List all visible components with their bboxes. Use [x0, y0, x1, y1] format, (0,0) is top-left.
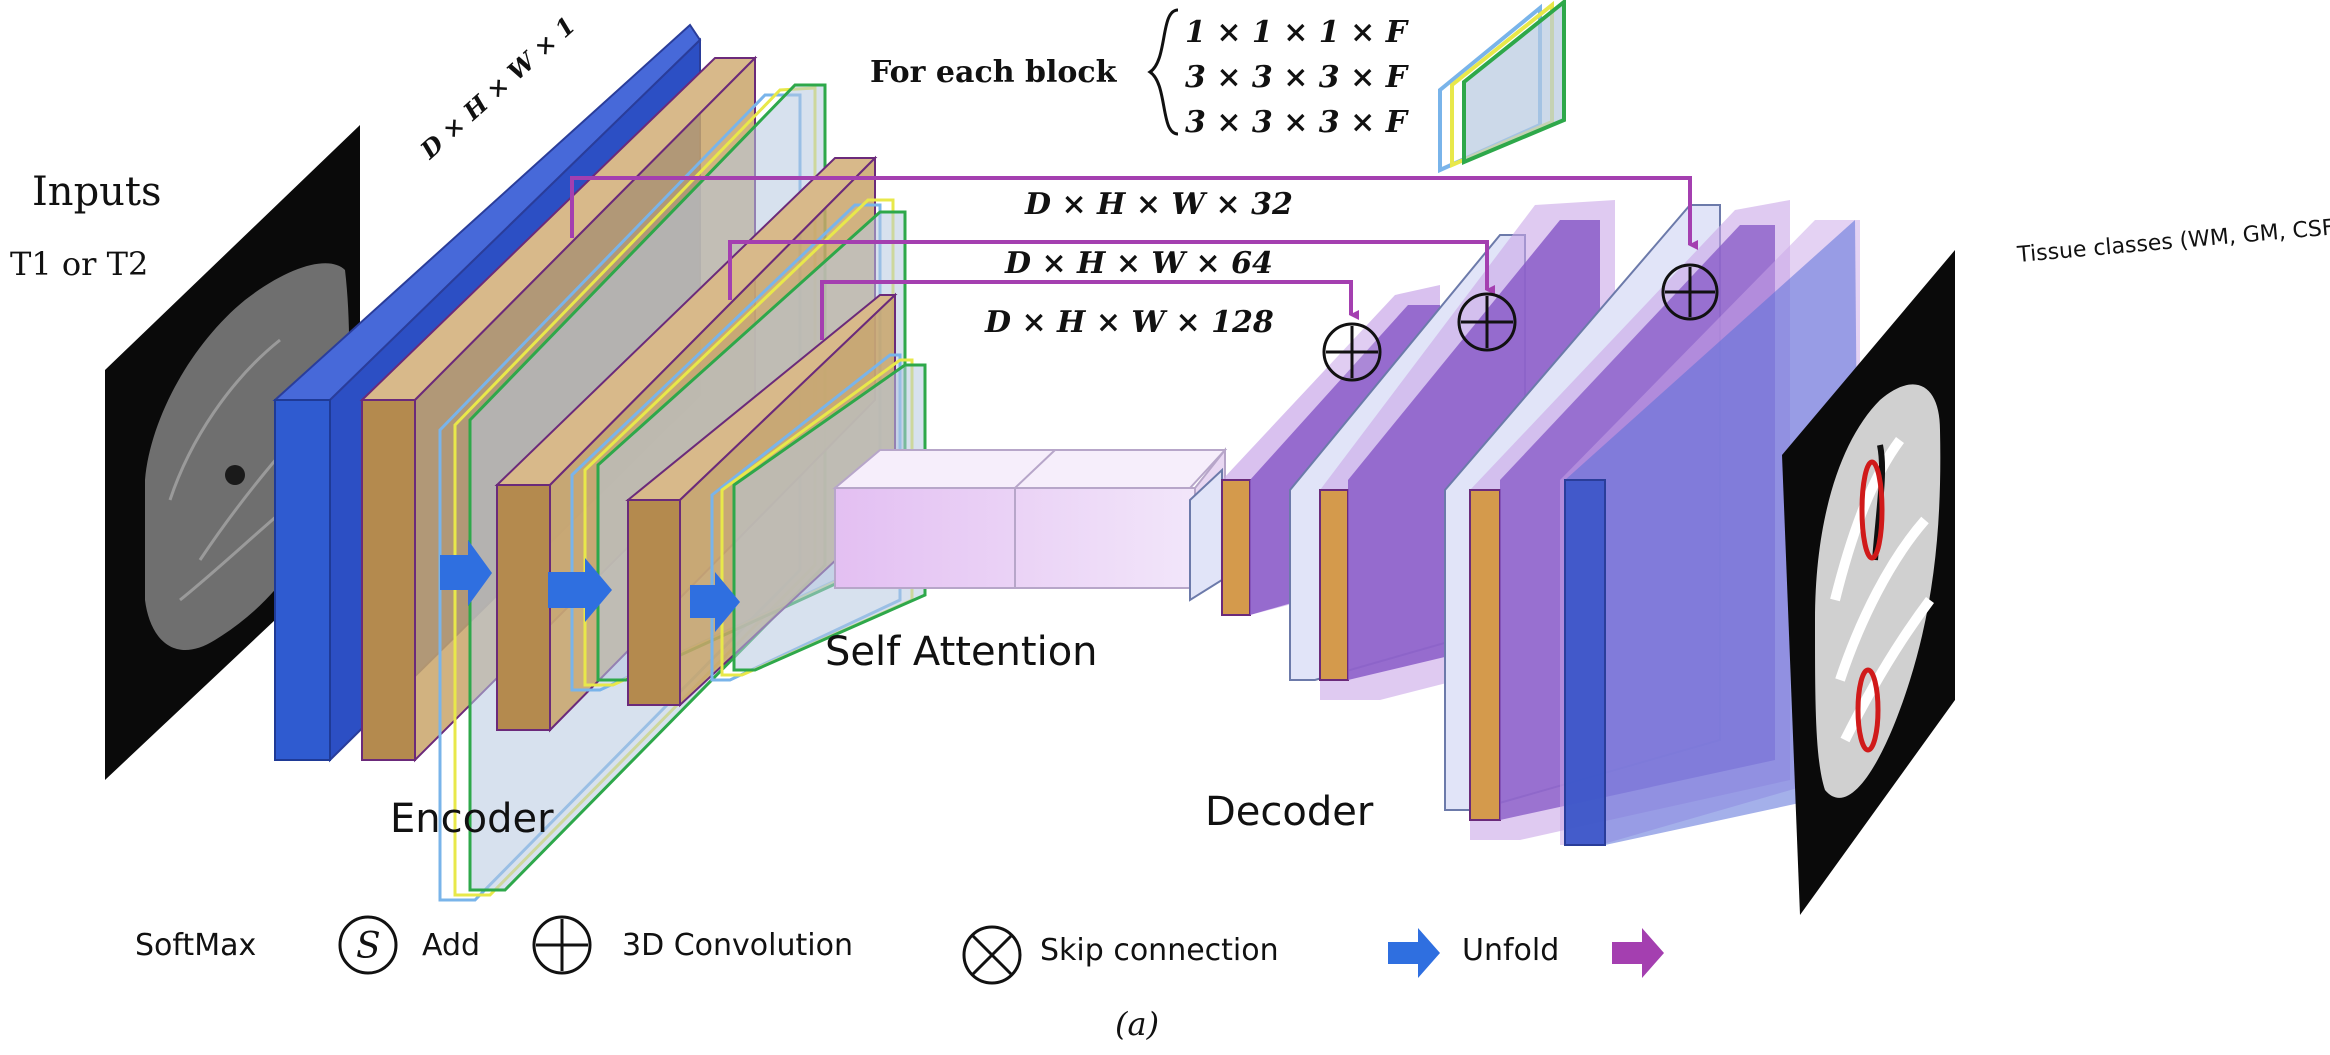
legend-3d-conv-label: 3D Convolution	[622, 928, 853, 963]
decoder-label: Decoder	[1205, 789, 1374, 835]
svg-text:S: S	[356, 926, 381, 967]
circle-times-icon	[962, 925, 1022, 985]
encoder-label: Encoder	[390, 796, 554, 842]
block-kernel-2: 3 × 3 × 3 × F	[1185, 60, 1410, 95]
skip-dim-128: D × H × W × 128	[984, 305, 1274, 340]
blue-arrow-icon	[690, 572, 740, 632]
legend-add-label: Add	[422, 928, 480, 963]
block-sheets-icon	[1438, 0, 1566, 174]
input-types-label: T1 or T2	[10, 245, 148, 283]
purple-arrow-icon	[1612, 928, 1664, 978]
output-segmentation-slice	[1782, 250, 1955, 915]
block-kernel-3: 3 × 3 × 3 × F	[1185, 105, 1410, 140]
blue-arrow-icon	[1388, 928, 1440, 978]
add-circle-plus-icon	[1661, 263, 1719, 321]
tissue-classes-label: Tissue classes (WM, GM, CSF)	[2015, 215, 2330, 268]
add-circle-plus-icon	[1322, 322, 1382, 382]
blue-arrow-icon	[548, 558, 612, 622]
add-circle-plus-icon	[1457, 292, 1517, 352]
decoder-stage-3	[1444, 200, 1860, 846]
blue-arrow-icon	[440, 540, 492, 606]
encoder-sheets-3	[710, 353, 927, 682]
input-dim-label: D × H × W × 1	[414, 11, 581, 165]
figure-caption: (a)	[1115, 1005, 1159, 1043]
softmax-s-circle-icon: S	[338, 915, 398, 975]
inputs-label: Inputs	[32, 169, 162, 215]
legend-softmax-label: SoftMax	[135, 928, 256, 963]
self-attention-label: Self Attention	[825, 629, 1098, 675]
skip-connection-32	[570, 176, 1698, 250]
legend: SoftMax S Add 3D Convolution Skip connec…	[135, 915, 1664, 985]
brace	[1147, 8, 1179, 136]
skip-dim-32: D × H × W × 32	[1024, 187, 1293, 222]
add-circle-plus-icon	[532, 915, 592, 975]
self-attention-block	[832, 447, 1228, 591]
legend-skip-label: Skip connection	[1040, 933, 1279, 968]
legend-unfold-label: Unfold	[1462, 933, 1559, 968]
skip-dim-64: D × H × W × 64	[1004, 246, 1273, 281]
block-kernel-1: 1 × 1 × 1 × F	[1185, 15, 1410, 50]
skip-connection-128	[820, 280, 1359, 340]
for-each-block-label: For each block	[870, 55, 1118, 90]
skip-connection-64	[728, 240, 1495, 300]
